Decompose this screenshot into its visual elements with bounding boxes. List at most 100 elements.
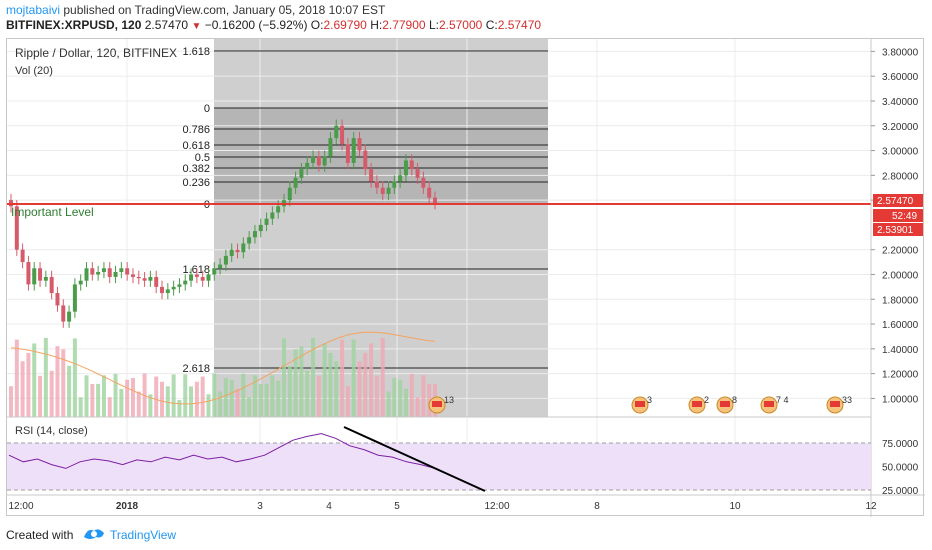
volume-bar	[90, 383, 95, 417]
low-value: 2.57000	[438, 18, 483, 32]
candle-body	[183, 280, 188, 285]
candle-body	[276, 206, 281, 213]
candle-body	[334, 125, 339, 139]
candle-body	[305, 162, 310, 170]
volume-bar	[61, 349, 66, 417]
flag-stripe	[764, 401, 774, 407]
flag-stripe	[830, 401, 840, 407]
price-tick-label: 3.20000	[882, 122, 919, 133]
volume-bar	[293, 349, 298, 417]
volume-bar	[247, 397, 252, 417]
candle-body	[340, 125, 345, 145]
volume-bar	[270, 375, 275, 417]
time-axis[interactable]: 12:00 2018 3 4 5 12:00 8 10 12	[8, 501, 877, 512]
volume-bar	[322, 343, 327, 417]
price-tick-label: 1.00000	[882, 394, 919, 405]
low-label: L:	[428, 18, 439, 32]
time-tick-label: 8	[594, 501, 600, 512]
candle-body	[177, 284, 182, 287]
volume-bar	[276, 380, 281, 417]
rsi-tick-label: 75.0000	[882, 439, 919, 450]
flag-stripe	[635, 401, 645, 407]
rsi-axis: 75.0000 50.0000 25.0000	[882, 439, 919, 497]
rsi-line	[8, 433, 436, 469]
candle-body	[311, 156, 316, 163]
volume-bar	[241, 373, 246, 417]
time-tick-label: 3	[257, 501, 263, 512]
time-tick-label: 12:00	[8, 501, 33, 512]
candlesticks	[9, 119, 437, 328]
price-tick-label: 3.80000	[882, 47, 919, 58]
time-tick-label: 12	[865, 501, 877, 512]
rsi-trendline[interactable]	[343, 426, 486, 492]
candle-body	[357, 138, 362, 151]
volume-bar	[345, 386, 350, 417]
candle-body	[392, 181, 397, 188]
close-value: 2.57470	[497, 18, 542, 32]
volume-bar	[78, 397, 83, 417]
candle-body	[171, 286, 176, 290]
event-count: 13	[444, 395, 454, 405]
volume-bar	[189, 386, 194, 417]
candle-body	[293, 177, 298, 188]
fib-label: 0.618	[182, 140, 210, 152]
candle-body	[427, 187, 432, 198]
volume-bar	[9, 386, 13, 417]
time-tick-label: 4	[326, 501, 332, 512]
candle-body	[72, 284, 77, 312]
volume-bar	[130, 378, 135, 417]
volume-ma-line	[10, 331, 436, 405]
event-badge[interactable]: 2	[688, 395, 709, 414]
volume-bar	[55, 346, 60, 417]
candle-body	[61, 305, 66, 322]
close-label: C:	[485, 18, 498, 32]
event-badge[interactable]: 7 4	[760, 395, 789, 414]
candle-body	[328, 138, 333, 157]
volume-bar	[49, 370, 54, 417]
level-price-tag	[873, 223, 923, 236]
volume-bar	[212, 373, 217, 417]
candle-body	[14, 206, 19, 250]
candle-body	[160, 286, 165, 294]
tradingview-logo-icon[interactable]	[82, 525, 106, 543]
volume-label: Vol (20)	[15, 65, 53, 77]
volume-bar	[38, 375, 43, 417]
time-tick-label: 2018	[116, 501, 139, 512]
candle-body	[206, 274, 211, 281]
volume-bar	[235, 388, 240, 417]
last-price: 2.57470	[144, 18, 189, 32]
chart-container[interactable]: 1.61800.7860.6180.50.3820.23601.6182.618…	[6, 38, 925, 517]
event-markers[interactable]: 13 3 2 8 7 4 33	[428, 395, 852, 414]
candle-body	[194, 274, 199, 277]
volume-bar	[20, 361, 25, 417]
volume-bar	[165, 386, 170, 417]
candle-body	[154, 276, 159, 287]
event-count: 8	[732, 395, 737, 405]
volume-bar	[403, 388, 408, 417]
volume-bar	[328, 352, 333, 417]
volume-bar	[107, 397, 112, 417]
flag-stripe	[692, 401, 702, 407]
candle-body	[415, 169, 420, 178]
event-badge[interactable]: 13	[428, 395, 454, 414]
event-count: 3	[647, 395, 652, 405]
price-tick-label: 1.80000	[882, 295, 919, 306]
price-chart[interactable]: 1.61800.7860.6180.50.3820.23601.6182.618…	[7, 39, 925, 517]
candle-body	[107, 268, 112, 277]
event-badge[interactable]: 33	[826, 395, 852, 414]
candle-body	[136, 276, 141, 279]
event-badge[interactable]: 3	[631, 395, 652, 414]
event-badge[interactable]: 8	[716, 395, 737, 414]
candle-body	[380, 187, 385, 194]
volume-bar	[374, 375, 379, 417]
publish-line: mojtabaivi published on TradingView.com,…	[6, 3, 385, 17]
volume-bar	[380, 337, 385, 417]
time-tick-label: 12:00	[484, 501, 509, 512]
volume-bar	[363, 352, 368, 417]
event-count: 2	[704, 395, 709, 405]
fib-label: 0	[204, 103, 210, 115]
tradingview-brand-link[interactable]: TradingView	[110, 528, 177, 542]
candle-body	[287, 187, 292, 201]
fib-label: 0.236	[182, 177, 210, 189]
author-link[interactable]: mojtabaivi	[6, 3, 61, 17]
